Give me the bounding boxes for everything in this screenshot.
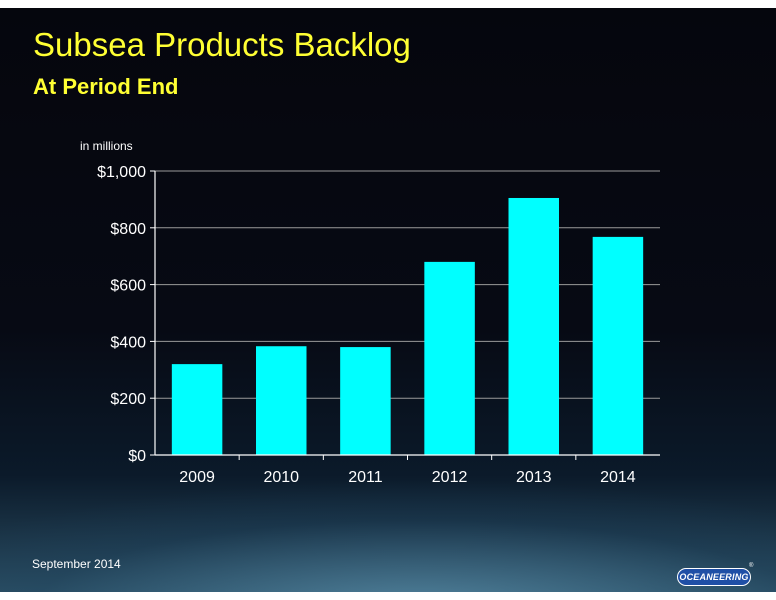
bar-2010	[256, 346, 307, 455]
units-label: in millions	[80, 139, 133, 153]
footer-date: September 2014	[32, 557, 121, 571]
x-tick-label: 2011	[348, 469, 383, 486]
y-tick-label: $400	[110, 334, 146, 351]
x-tick-label: 2010	[263, 469, 299, 486]
y-tick-label: $800	[110, 221, 146, 238]
backlog-bar-chart: $0 $200 $400 $600 $800 $1,000 2009 2010 2011 2012…	[97, 164, 660, 486]
x-tick-label: 2013	[516, 469, 552, 486]
y-tick-label: $0	[128, 448, 146, 465]
x-tick-label: 2014	[600, 469, 636, 486]
registered-mark: ®	[749, 563, 754, 569]
y-tick-label: $1,000	[97, 164, 146, 181]
page-title: Subsea Products Backlog	[33, 26, 411, 63]
y-tick-label: $200	[110, 391, 146, 408]
bar-2012	[424, 261, 475, 455]
oceaneering-logo: OCEANEERING	[677, 568, 751, 586]
x-tick-label: 2012	[432, 469, 468, 486]
bar-2011	[340, 347, 391, 455]
page-subtitle: At Period End	[33, 74, 179, 99]
y-tick-label: $600	[110, 278, 146, 295]
slide: Subsea Products Backlog At Period End in…	[0, 8, 776, 592]
bar-2009	[171, 364, 223, 455]
bar-2013	[508, 197, 559, 456]
x-tick-label: 2009	[179, 469, 215, 486]
bar-2014	[592, 236, 644, 455]
